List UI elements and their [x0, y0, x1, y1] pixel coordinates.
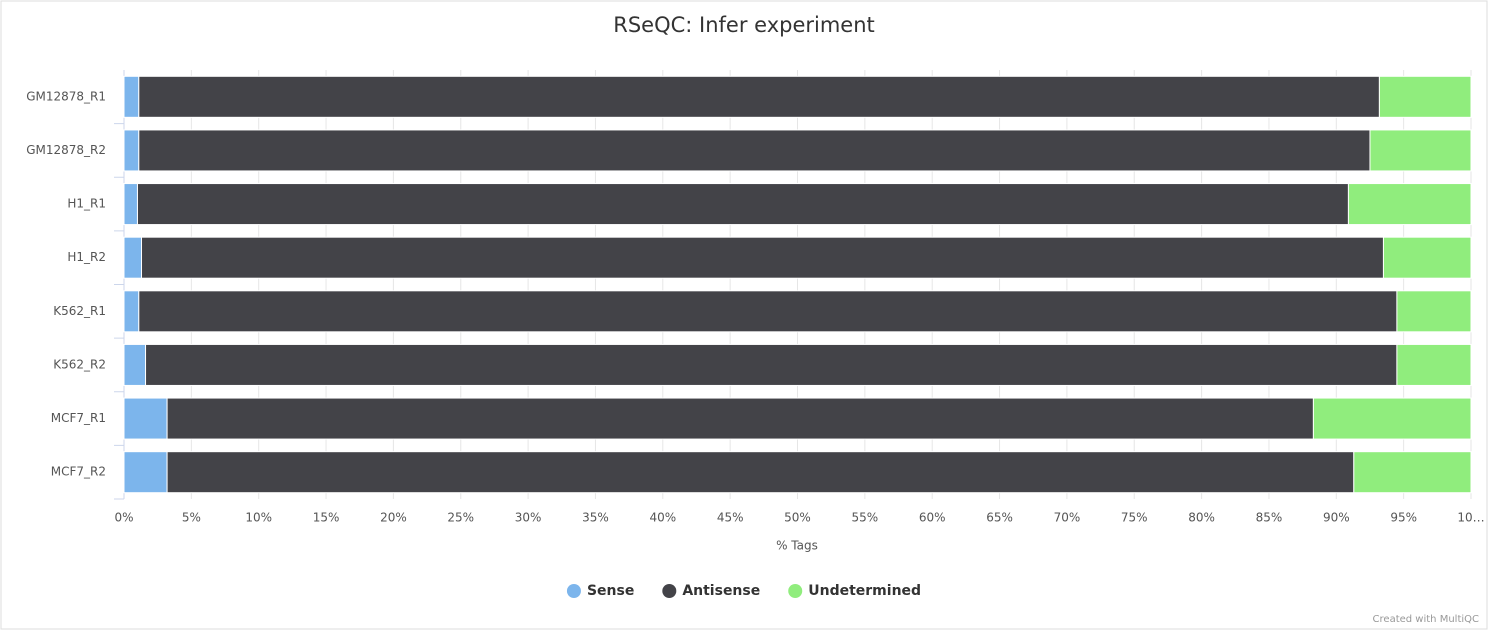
x-tick-label: 95% [1390, 511, 1417, 525]
bar-segment[interactable] [123, 290, 140, 333]
x-tick-label: 0% [114, 511, 133, 525]
bar-segment[interactable] [166, 451, 1355, 494]
y-tick-label: GM12878_R1 [26, 89, 106, 103]
legend-marker[interactable] [788, 584, 803, 598]
legend-marker[interactable] [662, 584, 677, 598]
x-tick-label: 25% [447, 511, 474, 525]
bar-segment[interactable] [138, 290, 1398, 333]
x-tick-label: 45% [717, 511, 744, 525]
x-tick-label: 30% [515, 511, 542, 525]
bar-segment[interactable] [138, 129, 1371, 172]
bar-segment[interactable] [123, 236, 143, 279]
bar-segment[interactable] [141, 236, 1384, 279]
bar-segment[interactable] [1369, 129, 1472, 172]
bar-segment[interactable] [1353, 451, 1472, 494]
bar-segment[interactable] [123, 451, 168, 494]
x-tick-label: 10… [1457, 511, 1484, 525]
y-tick-label: H1_R2 [67, 250, 106, 264]
legend-label[interactable]: Antisense [682, 583, 760, 599]
x-tick-label: 50% [784, 511, 811, 525]
y-tick-label: GM12878_R2 [26, 143, 106, 157]
x-tick-label: 80% [1188, 511, 1215, 525]
bar-segment[interactable] [1347, 183, 1472, 226]
x-tick-label: 65% [986, 511, 1013, 525]
legend-marker[interactable] [566, 584, 581, 598]
x-tick-label: 85% [1256, 511, 1283, 525]
bar-segment[interactable] [123, 397, 168, 440]
bar-segment[interactable] [123, 129, 140, 172]
bar-segment[interactable] [1396, 290, 1472, 333]
bar-segment[interactable] [1378, 75, 1472, 118]
bar-segment[interactable] [123, 343, 147, 386]
bar-segment[interactable] [123, 183, 138, 226]
x-axis-label: % Tags [776, 539, 818, 553]
x-tick-label: 20% [380, 511, 407, 525]
bar-segment[interactable] [136, 183, 1349, 226]
x-tick-label: 10% [245, 511, 272, 525]
bar-segment[interactable] [138, 75, 1380, 118]
legend-label[interactable]: Undetermined [808, 583, 921, 599]
x-tick-label: 15% [313, 511, 340, 525]
x-tick-label: 55% [852, 511, 879, 525]
bar-segment[interactable] [1312, 397, 1472, 440]
y-tick-label: H1_R1 [67, 197, 106, 211]
x-tick-label: 40% [649, 511, 676, 525]
x-tick-label: 75% [1121, 511, 1148, 525]
y-tick-label: MCF7_R2 [51, 465, 106, 479]
bar-segment[interactable] [1382, 236, 1472, 279]
legend-label[interactable]: Sense [587, 583, 634, 599]
x-tick-label: 60% [919, 511, 946, 525]
chart-title: RSeQC: Infer experiment [613, 13, 875, 37]
y-tick-label: K562_R2 [53, 357, 106, 371]
credits: Created with MultiQC [1373, 614, 1479, 625]
bar-segment[interactable] [145, 343, 1398, 386]
y-tick-label: MCF7_R1 [51, 411, 106, 425]
x-tick-label: 70% [1054, 511, 1081, 525]
x-tick-label: 90% [1323, 511, 1350, 525]
bar-segment[interactable] [123, 75, 140, 118]
x-tick-label: 5% [182, 511, 201, 525]
x-tick-label: 35% [582, 511, 609, 525]
y-tick-label: K562_R1 [53, 304, 106, 318]
bar-segment[interactable] [1396, 343, 1472, 386]
bar-segment[interactable] [166, 397, 1314, 440]
